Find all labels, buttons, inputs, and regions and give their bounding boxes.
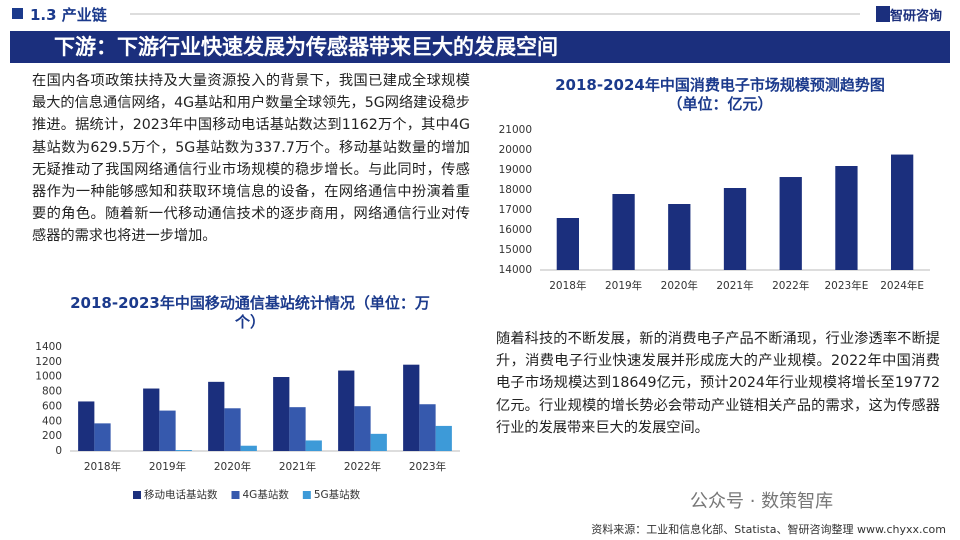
chart-title-block: 2018-2024年中国消费电子市场规模预测趋势图 （单位：亿元） (500, 76, 940, 114)
bar (208, 381, 225, 451)
bar (891, 154, 914, 270)
bar (175, 450, 192, 451)
chart-title: 2018-2024年中国消费电子市场规模预测趋势图 (555, 76, 885, 94)
bar (403, 364, 420, 451)
x-tick-label: 2022年 (344, 460, 381, 473)
chart-subtitle: （单位：亿元） (667, 95, 773, 113)
y-tick-label: 0 (55, 445, 62, 457)
y-tick-label: 16000 (499, 224, 532, 236)
bar (273, 377, 290, 451)
x-tick-label: 2019年 (605, 279, 642, 292)
bar (240, 445, 257, 451)
bar (435, 425, 452, 451)
paragraph: 在国内各项政策扶持及大量资源投入的背景下，我国已建成全球规模最大的信息通信网络，… (32, 73, 470, 245)
bar (289, 407, 306, 451)
legend-label: 4G基站数 (243, 488, 290, 501)
bar (419, 404, 436, 451)
y-tick-label: 21000 (499, 124, 532, 136)
legend-swatch (302, 491, 311, 499)
x-tick-label: 2021年 (279, 460, 316, 473)
legend-swatch (231, 491, 240, 499)
y-tick-label: 200 (42, 430, 62, 442)
bar (370, 433, 387, 451)
y-tick-label: 1200 (35, 356, 62, 368)
bar (668, 204, 691, 270)
section-label: 1.3 产业链 (30, 6, 107, 24)
legend-label: 移动电话基站数 (144, 488, 218, 501)
y-tick-label: 400 (42, 415, 62, 427)
banner-title: 下游：下游行业快速发展为传感器带来巨大的发展空间 (10, 31, 950, 63)
bar (354, 406, 371, 451)
watermark: 公众号 · 数策智库 (690, 491, 834, 512)
bar (612, 194, 635, 270)
legend-swatch (133, 491, 141, 499)
y-tick-label: 1400 (35, 341, 62, 353)
bar (224, 408, 241, 451)
y-tick-label: 20000 (499, 144, 532, 156)
y-tick-label: 1000 (35, 371, 62, 383)
x-tick-label: 2020年 (214, 460, 251, 473)
y-tick-label: 15000 (499, 244, 532, 256)
logo-icon (876, 6, 890, 22)
x-tick-label: 2023年 (409, 460, 446, 473)
bar (779, 177, 802, 270)
y-tick-label: 17000 (499, 204, 532, 216)
x-tick-label: 2023年E (824, 279, 868, 292)
logo: 智研咨询 (889, 9, 942, 24)
bar (78, 401, 95, 451)
x-tick-label: 2022年 (772, 279, 809, 292)
bar (338, 370, 355, 451)
x-tick-label: 2020年 (661, 279, 698, 292)
bar (143, 388, 160, 451)
section-icon (12, 8, 23, 19)
y-tick-label: 14000 (499, 264, 532, 276)
bar (835, 166, 858, 270)
x-tick-label: 2018年 (549, 279, 586, 292)
y-tick-label: 18000 (499, 184, 532, 196)
x-tick-label: 2024年E (880, 279, 924, 292)
bar (723, 188, 747, 270)
x-tick-label: 2021年 (716, 279, 753, 292)
source: 资料来源：工业和信息化部、Statista、智研咨询整理 www.chyxx.c… (591, 523, 946, 536)
y-tick-label: 600 (42, 400, 62, 412)
bar (159, 410, 176, 451)
bar (305, 440, 322, 451)
legend-label: 5G基站数 (314, 488, 361, 501)
chart-title: 2018-2023年中国移动通信基站统计情况（单位：万个） (70, 294, 430, 331)
paragraph: 随着科技的不断发展，新的消费电子产品不断涌现，行业渗透率不断提升，消费电子行业快… (496, 331, 940, 436)
bar (94, 423, 111, 451)
y-tick-label: 19000 (499, 164, 532, 176)
x-tick-label: 2019年 (149, 460, 186, 473)
x-tick-label: 2018年 (84, 460, 121, 473)
y-tick-label: 800 (42, 386, 62, 398)
bar (556, 218, 579, 270)
